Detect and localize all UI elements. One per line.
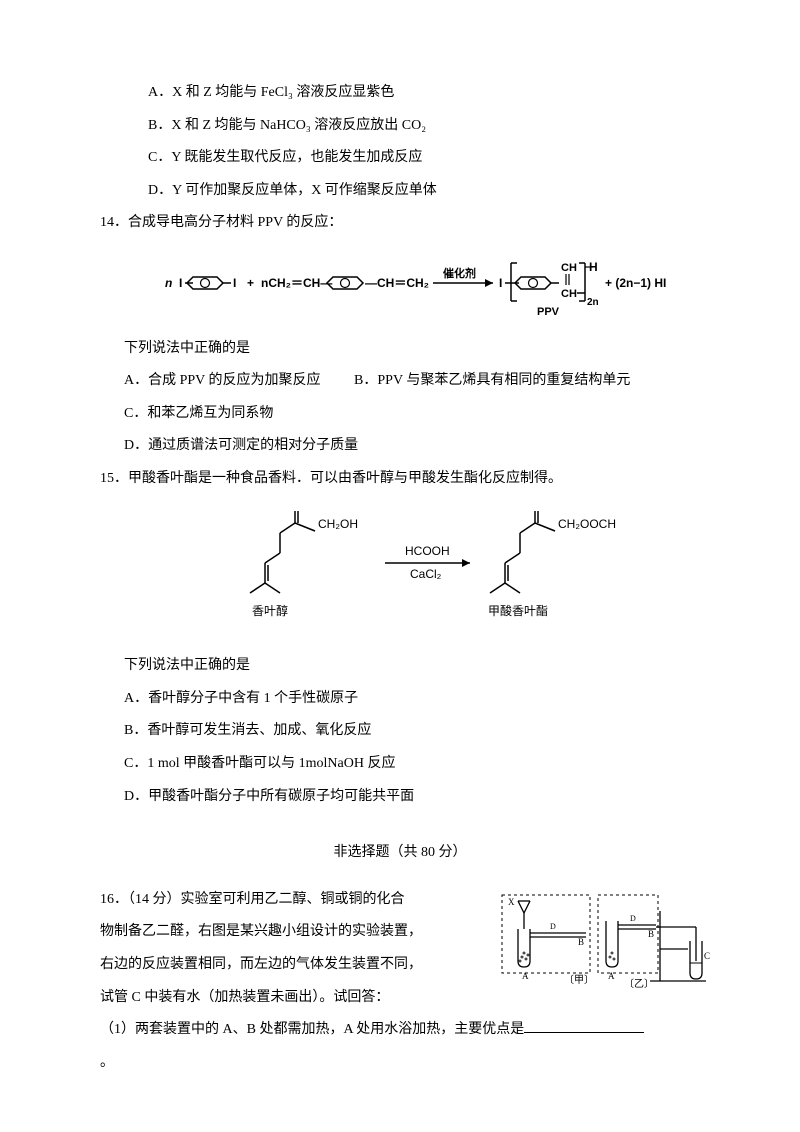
ppv-label: PPV <box>537 306 560 317</box>
geraniol-label: 香叶醇 <box>252 603 288 618</box>
geraniol-ch2oh: CH₂OH <box>318 517 358 531</box>
q14-stem: 14．合成导电高分子材料 PPV 的反应： <box>100 210 710 237</box>
q15-option-c: C．1 mol 甲酸香叶酯可以与 1molNaOH 反应 <box>124 751 710 778</box>
q13-option-a: A．X 和 Z 均能与 FeCl₃ 溶液反应显紫色 <box>148 80 710 107</box>
q16-sub1-end: 。 <box>100 1050 710 1077</box>
q14-option-d: D．通过质谱法可测定的相对分子质量 <box>124 433 710 460</box>
appar-X: X <box>508 897 515 907</box>
reagent-hcooh: HCOOH <box>405 544 450 558</box>
appar-yi: 〔乙〕 <box>624 978 654 990</box>
appar-B1: B <box>578 937 584 947</box>
ppv-reaction-svg: n I I + nCH₂＝CH— —CH＝CH₂ 催化剂 <box>165 247 695 326</box>
ppv-I3: I <box>499 276 502 290</box>
reagent-cacl2: CaCl₂ <box>410 567 442 581</box>
q15-stem: 15．甲酸香叶酯是一种食品香料．可以由香叶醇与甲酸发生酯化反应制得。 <box>100 466 710 493</box>
appar-C: C <box>704 951 710 961</box>
ppv-ch1: CH <box>561 262 577 274</box>
q16-block: X A D B 〔甲〕 A <box>90 887 710 1017</box>
q15-option-b: B．香叶醇可发生消去、加成、氧化反应 <box>124 718 710 745</box>
ppv-plus1: + <box>247 276 254 290</box>
section-title: 非选择题（共 80 分） <box>90 840 710 867</box>
ppv-I2: I <box>233 276 236 290</box>
q13-option-b: B．X 和 Z 均能与 NaHCO₃ 溶液反应放出 CO₂ <box>148 113 710 140</box>
ppv-mid2: —CH＝CH₂ <box>365 276 429 290</box>
ppv-ch2: CH <box>561 288 577 300</box>
ester-ch2ooch: CH₂OOCH <box>558 517 616 531</box>
q15-option-d: D．甲酸香叶酯分子中所有碳原子均可能共平面 <box>124 784 710 811</box>
q13-option-c: C．Y 既能发生取代反应，也能发生加成反应 <box>148 145 710 172</box>
q16-sub1: （1）两套装置中的 A、B 处都需加热，A 处用水浴加热，主要优点是 <box>100 1017 710 1044</box>
q15-option-a: A．香叶醇分子中含有 1 个手性碳原子 <box>124 686 710 713</box>
appar-A2: A <box>608 971 615 981</box>
q16-apparatus-figure: X A D B 〔甲〕 A <box>500 891 710 1002</box>
blank-fill[interactable] <box>524 1018 644 1033</box>
ester-label: 甲酸香叶酯 <box>488 603 548 618</box>
ppv-catalyst: 催化剂 <box>443 266 476 280</box>
q14-option-c: C．和苯乙烯互为同系物 <box>124 401 710 428</box>
appar-D2: D <box>630 914 636 923</box>
q15-prompt: 下列说法中正确的是 <box>124 653 710 680</box>
q14-option-b: B．PPV 与聚苯乙烯具有相同的重复结构单元 <box>354 368 630 395</box>
ppv-mid: nCH₂＝CH— <box>261 276 332 290</box>
appar-D1: D <box>550 922 556 931</box>
appar-A1: A <box>522 971 529 981</box>
q14-options-ab: A．合成 PPV 的反应为加聚反应 B．PPV 与聚苯乙烯具有相同的重复结构单元 <box>124 368 710 395</box>
q15-figure: CH₂OH 香叶醇 HCOOH CaCl₂ <box>150 503 710 644</box>
q14-prompt: 下列说法中正确的是 <box>124 336 710 363</box>
appar-B2: B <box>648 929 654 939</box>
ppv-n1: n <box>165 276 172 290</box>
ppv-2n: 2n <box>587 297 599 308</box>
q13-option-d: D．Y 可作加聚反应单体，X 可作缩聚反应单体 <box>148 178 710 205</box>
q14-option-a: A．合成 PPV 的反应为加聚反应 <box>124 368 321 395</box>
q14-figure: n I I + nCH₂＝CH— —CH＝CH₂ 催化剂 <box>150 247 710 326</box>
appar-jia: 〔甲〕 <box>564 974 594 986</box>
page: A．X 和 Z 均能与 FeCl₃ 溶液反应显紫色 B．X 和 Z 均能与 Na… <box>0 0 800 1132</box>
ester-reaction-svg: CH₂OH 香叶醇 HCOOH CaCl₂ <box>220 503 640 644</box>
ppv-I1: I <box>179 276 182 290</box>
ppv-tail: + (2n−1) HI <box>605 276 666 290</box>
q16-sub1-text: （1）两套装置中的 A、B 处都需加热，A 处用水浴加热，主要优点是 <box>100 1022 524 1037</box>
